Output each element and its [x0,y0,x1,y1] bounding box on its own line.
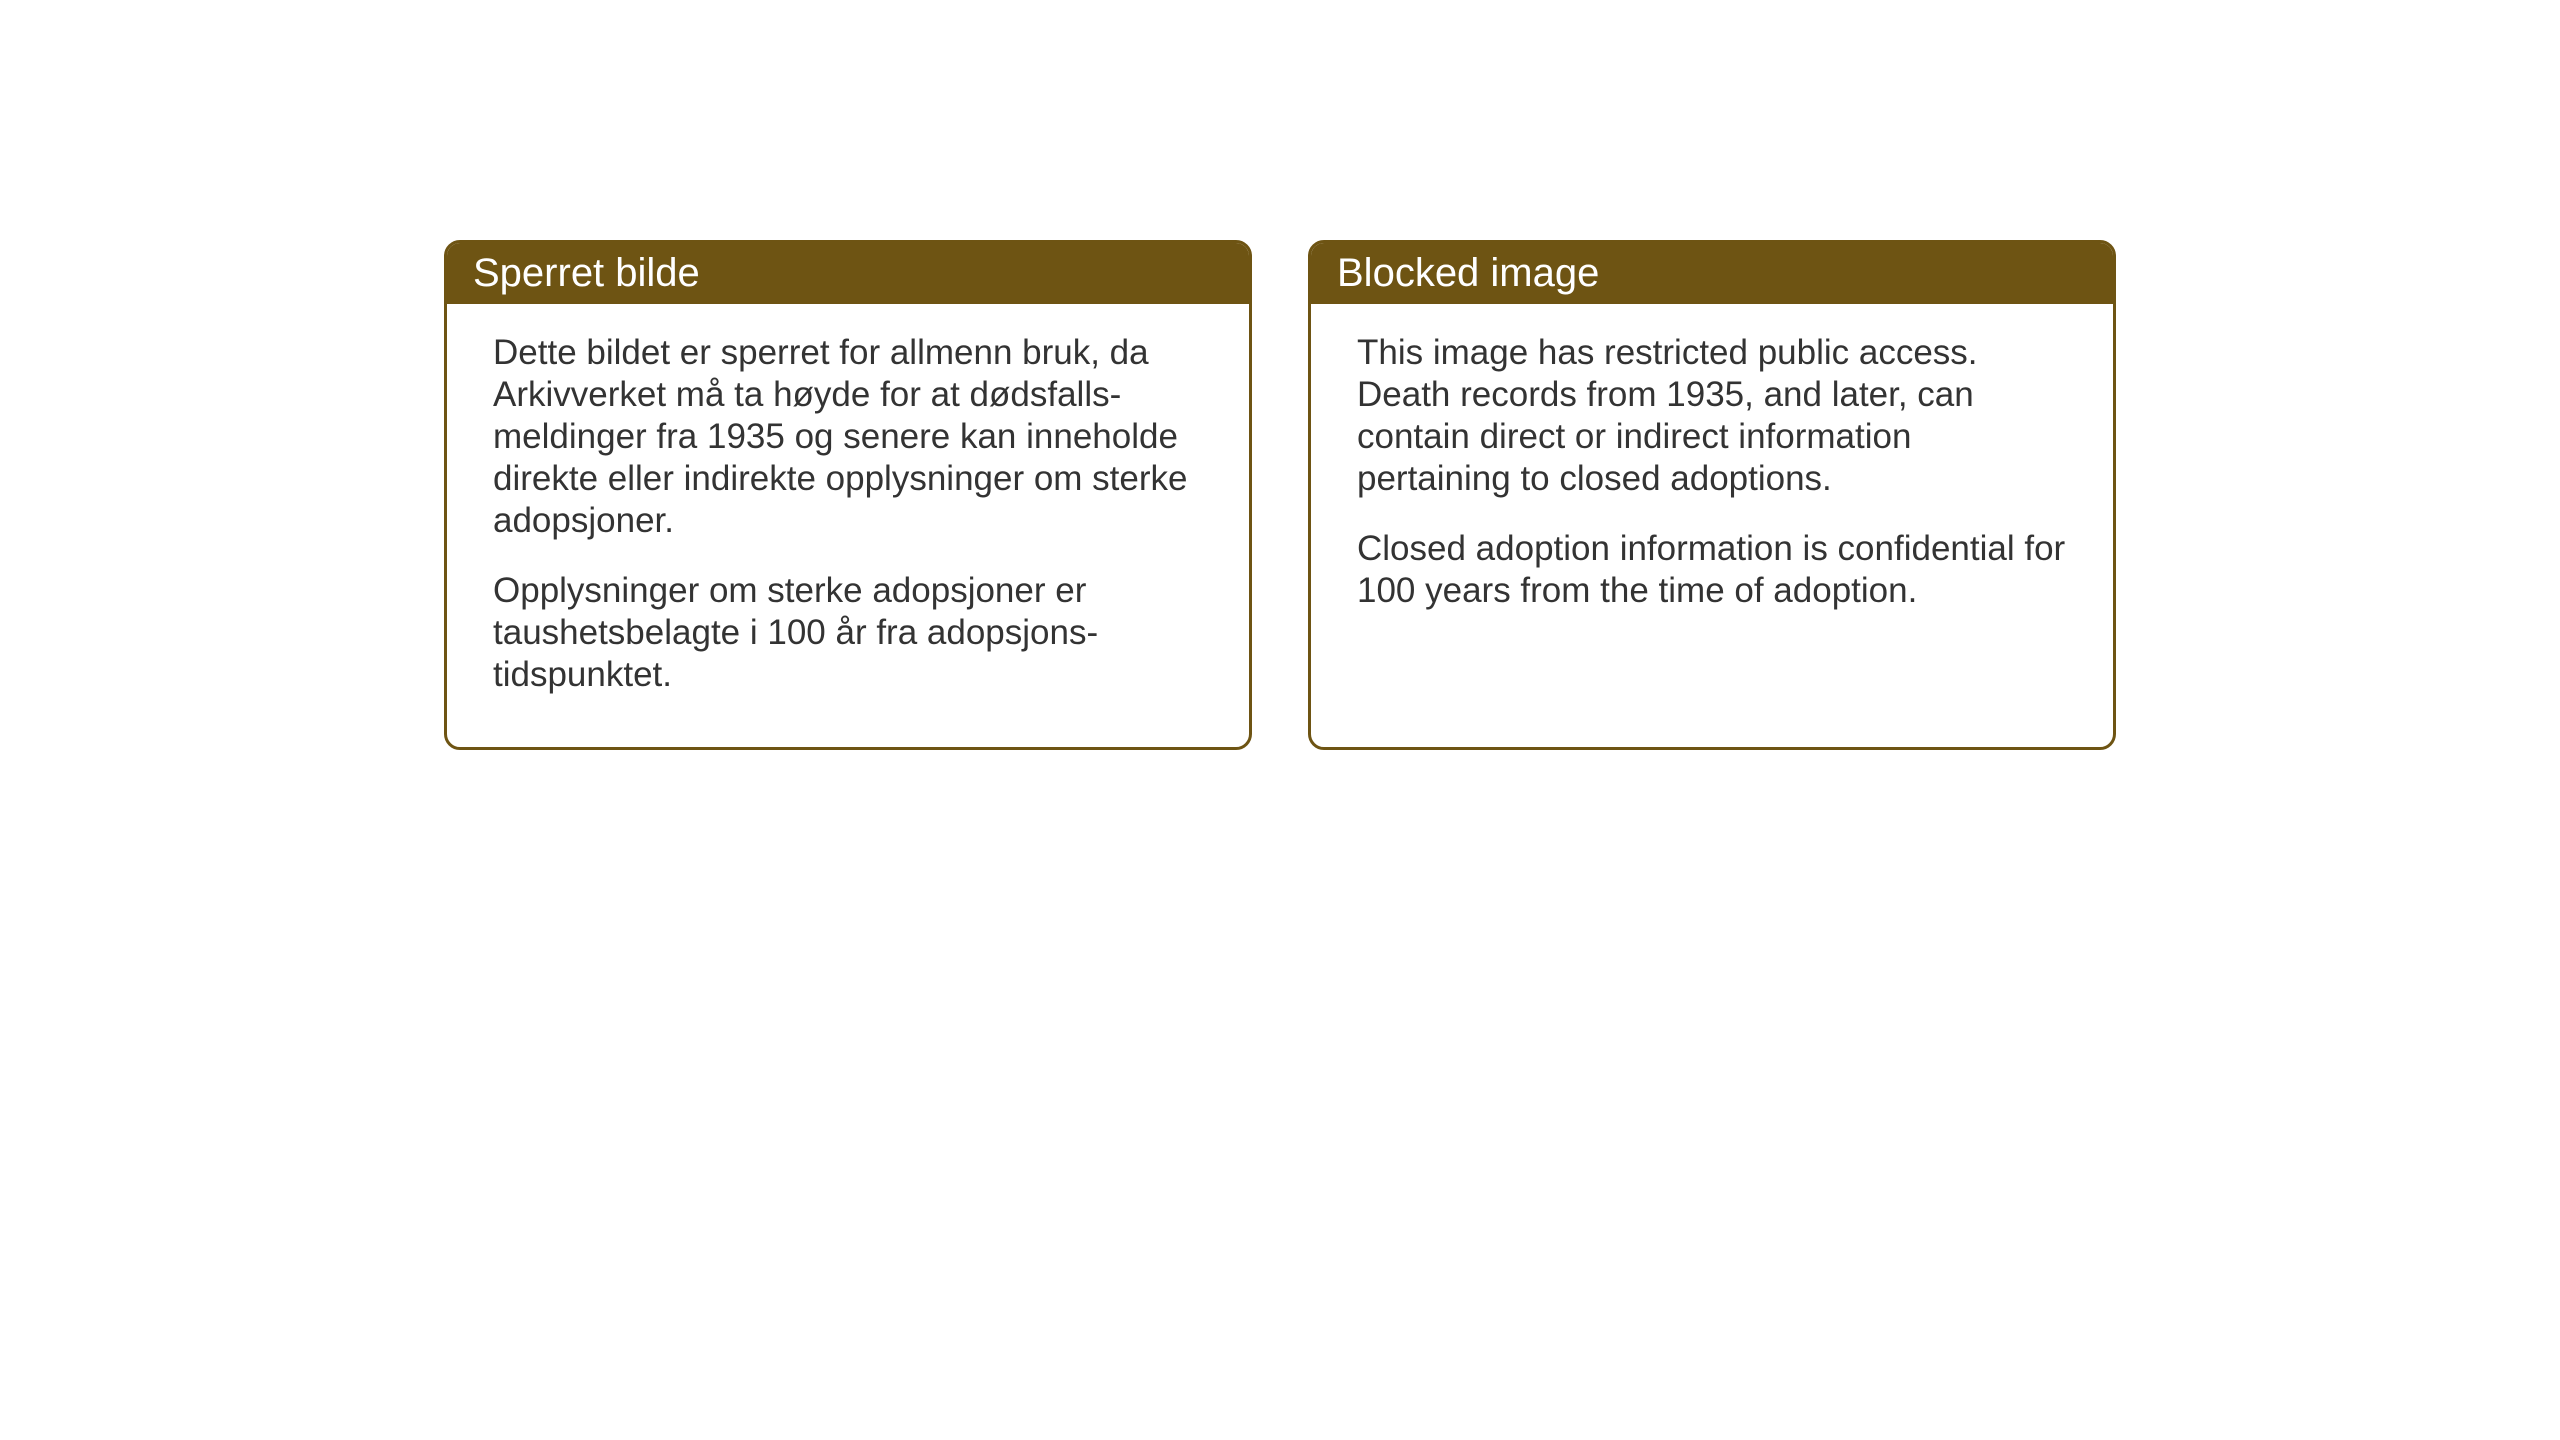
card-english-paragraph-2: Closed adoption information is confident… [1357,528,2067,612]
card-norwegian: Sperret bilde Dette bildet er sperret fo… [444,240,1252,750]
card-norwegian-header: Sperret bilde [447,243,1249,304]
card-english-body: This image has restricted public access.… [1311,304,2113,648]
card-english-header: Blocked image [1311,243,2113,304]
card-norwegian-body: Dette bildet er sperret for allmenn bruk… [447,304,1249,732]
card-english: Blocked image This image has restricted … [1308,240,2116,750]
card-english-title: Blocked image [1337,251,1599,295]
card-norwegian-paragraph-1: Dette bildet er sperret for allmenn bruk… [493,332,1203,542]
card-english-paragraph-1: This image has restricted public access.… [1357,332,2067,500]
card-norwegian-title: Sperret bilde [473,251,700,295]
card-norwegian-paragraph-2: Opplysninger om sterke adopsjoner er tau… [493,570,1203,696]
cards-container: Sperret bilde Dette bildet er sperret fo… [444,240,2116,750]
